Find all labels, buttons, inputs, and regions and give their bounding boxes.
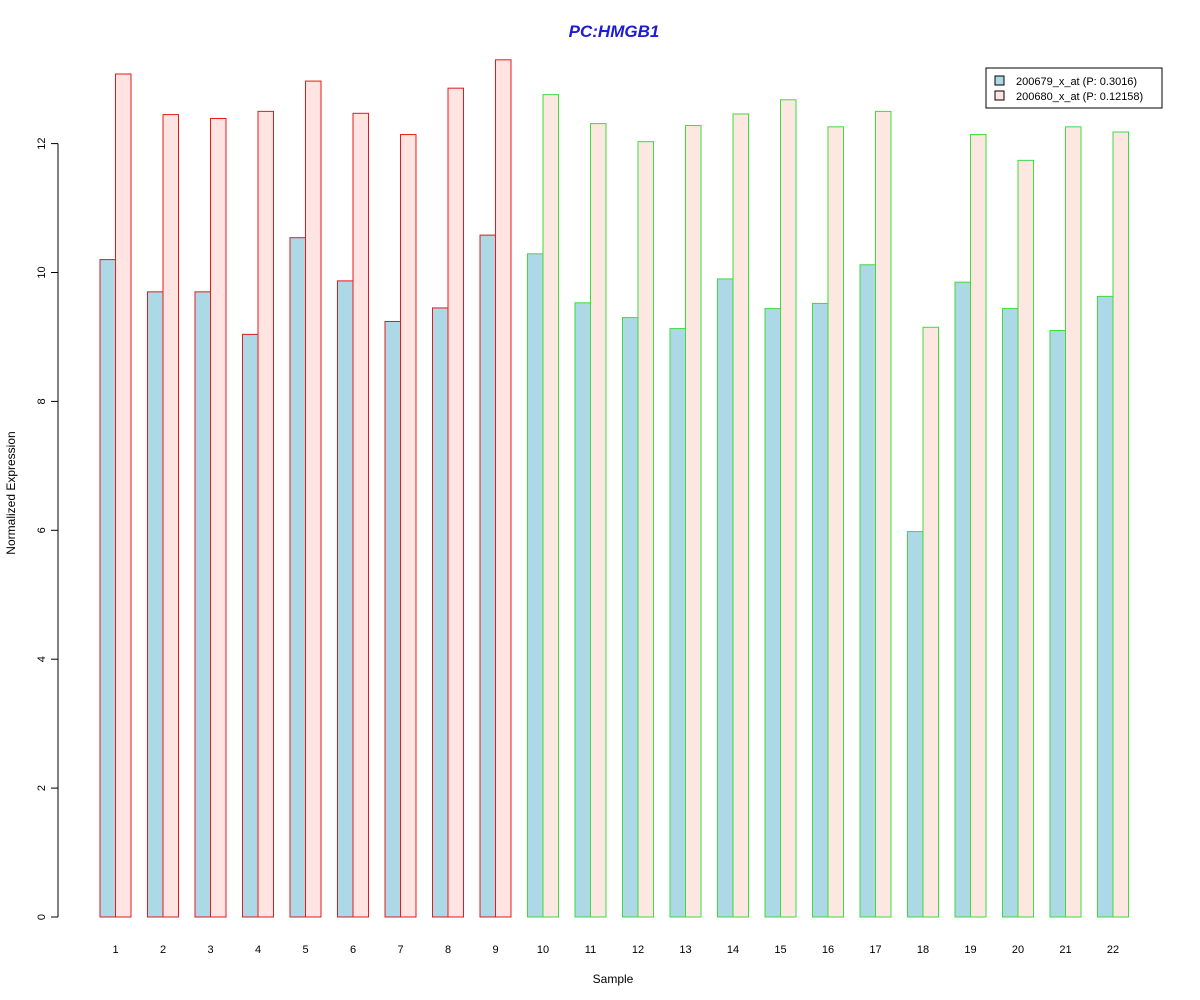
bar-200680-sample-1 bbox=[115, 73, 132, 918]
x-tick-label: 21 bbox=[1059, 944, 1071, 956]
x-tick-label: 16 bbox=[822, 944, 834, 956]
x-axis-tick-labels: 1 2 3 4 5 6 7 8 9 10 11 12 13 14 15 16 17 18 19 20 21 22 bbox=[112, 944, 1119, 956]
bar-200679-sample-12 bbox=[622, 317, 639, 918]
legend-swatch-200680 bbox=[994, 90, 1005, 101]
x-tick-label: 7 bbox=[397, 944, 403, 956]
legend-swatch-200679 bbox=[994, 75, 1005, 86]
bar-200679-sample-6 bbox=[337, 280, 354, 918]
bar-200680-sample-19 bbox=[970, 134, 987, 918]
bar-200680-sample-7 bbox=[400, 134, 417, 918]
y-tick-label: 4 bbox=[36, 656, 48, 662]
bar-200679-sample-2 bbox=[147, 291, 164, 918]
bar-200679-sample-1 bbox=[99, 259, 116, 918]
y-tick-label: 6 bbox=[36, 527, 48, 533]
y-tick-label: 2 bbox=[36, 785, 48, 791]
x-tick-label: 13 bbox=[679, 944, 691, 956]
bar-200680-sample-17 bbox=[875, 110, 892, 918]
x-tick-label: 18 bbox=[917, 944, 929, 956]
bars bbox=[99, 59, 1129, 918]
x-tick-label: 15 bbox=[774, 944, 786, 956]
y-axis-label: Normalized Expression bbox=[4, 431, 18, 554]
bar-200680-sample-22 bbox=[1112, 131, 1129, 918]
bar-200679-sample-7 bbox=[384, 320, 401, 918]
y-tick-label: 12 bbox=[36, 137, 48, 149]
bar-200680-sample-5 bbox=[305, 80, 322, 918]
bar-200679-sample-20 bbox=[1002, 308, 1019, 918]
bar-200679-sample-17 bbox=[859, 264, 876, 918]
x-tick-label: 1 bbox=[112, 944, 118, 956]
legend-label-200680: 200680_x_at (P: 0.12158) bbox=[1016, 91, 1143, 103]
legend: 200679_x_at (P: 0.3016) 200680_x_at (P: … bbox=[985, 67, 1163, 109]
x-tick-label: 20 bbox=[1012, 944, 1024, 956]
bar-200679-sample-13 bbox=[669, 328, 686, 918]
x-tick-label: 3 bbox=[207, 944, 213, 956]
bar-200679-sample-21 bbox=[1049, 330, 1066, 918]
bar-200679-sample-10 bbox=[527, 253, 544, 918]
bar-200679-sample-16 bbox=[812, 302, 829, 918]
bar-200680-sample-16 bbox=[827, 126, 844, 918]
legend-label-200679: 200679_x_at (P: 0.3016) bbox=[1016, 76, 1137, 88]
bar-200679-sample-22 bbox=[1097, 295, 1114, 918]
chart-title: PC:HMGB1 bbox=[569, 22, 660, 41]
x-tick-label: 4 bbox=[255, 944, 261, 956]
bar-200680-sample-6 bbox=[352, 112, 369, 918]
bar-200679-sample-14 bbox=[717, 278, 734, 918]
x-tick-label: 6 bbox=[350, 944, 356, 956]
legend-box bbox=[985, 67, 1163, 109]
x-tick-label: 12 bbox=[632, 944, 644, 956]
bar-200680-sample-4 bbox=[257, 110, 274, 918]
bar-200679-sample-11 bbox=[574, 302, 591, 918]
bar-200679-sample-15 bbox=[764, 308, 781, 918]
bar-200680-sample-13 bbox=[685, 125, 702, 918]
bar-200679-sample-18 bbox=[907, 531, 924, 918]
x-tick-label: 11 bbox=[585, 944, 596, 956]
x-tick-label: 22 bbox=[1107, 944, 1119, 956]
bar-200679-sample-4 bbox=[242, 333, 259, 918]
bar-200680-sample-3 bbox=[210, 117, 227, 918]
y-tick-label: 8 bbox=[36, 398, 48, 404]
bar-200679-sample-19 bbox=[954, 281, 971, 918]
x-tick-label: 8 bbox=[445, 944, 451, 956]
bar-200680-sample-11 bbox=[590, 123, 607, 918]
bar-200679-sample-3 bbox=[194, 291, 211, 918]
bar-200680-sample-14 bbox=[732, 113, 749, 918]
x-tick-label: 2 bbox=[160, 944, 166, 956]
x-tick-label: 5 bbox=[302, 944, 308, 956]
bar-200680-sample-10 bbox=[542, 94, 559, 918]
bar-200680-sample-9 bbox=[495, 59, 512, 918]
x-axis-label: Sample bbox=[593, 972, 634, 986]
bar-200680-sample-12 bbox=[637, 141, 654, 918]
x-tick-label: 14 bbox=[727, 944, 739, 956]
bar-200680-sample-8 bbox=[447, 87, 464, 918]
y-tick-label: 10 bbox=[36, 266, 48, 278]
y-axis: 0 2 4 6 8 10 12 bbox=[36, 137, 59, 920]
bar-200679-sample-8 bbox=[432, 307, 449, 918]
x-tick-label: 19 bbox=[964, 944, 976, 956]
bar-200680-sample-18 bbox=[922, 326, 939, 918]
x-tick-label: 9 bbox=[492, 944, 498, 956]
x-tick-label: 17 bbox=[869, 944, 881, 956]
y-tick-label: 0 bbox=[36, 914, 48, 920]
x-tick-label: 10 bbox=[537, 944, 549, 956]
bar-200679-sample-5 bbox=[289, 237, 306, 918]
bar-200680-sample-20 bbox=[1017, 159, 1034, 918]
bar-200680-sample-2 bbox=[162, 114, 179, 918]
bar-200680-sample-15 bbox=[780, 99, 797, 918]
bar-200680-sample-21 bbox=[1065, 126, 1082, 918]
bar-200679-sample-9 bbox=[479, 234, 496, 918]
